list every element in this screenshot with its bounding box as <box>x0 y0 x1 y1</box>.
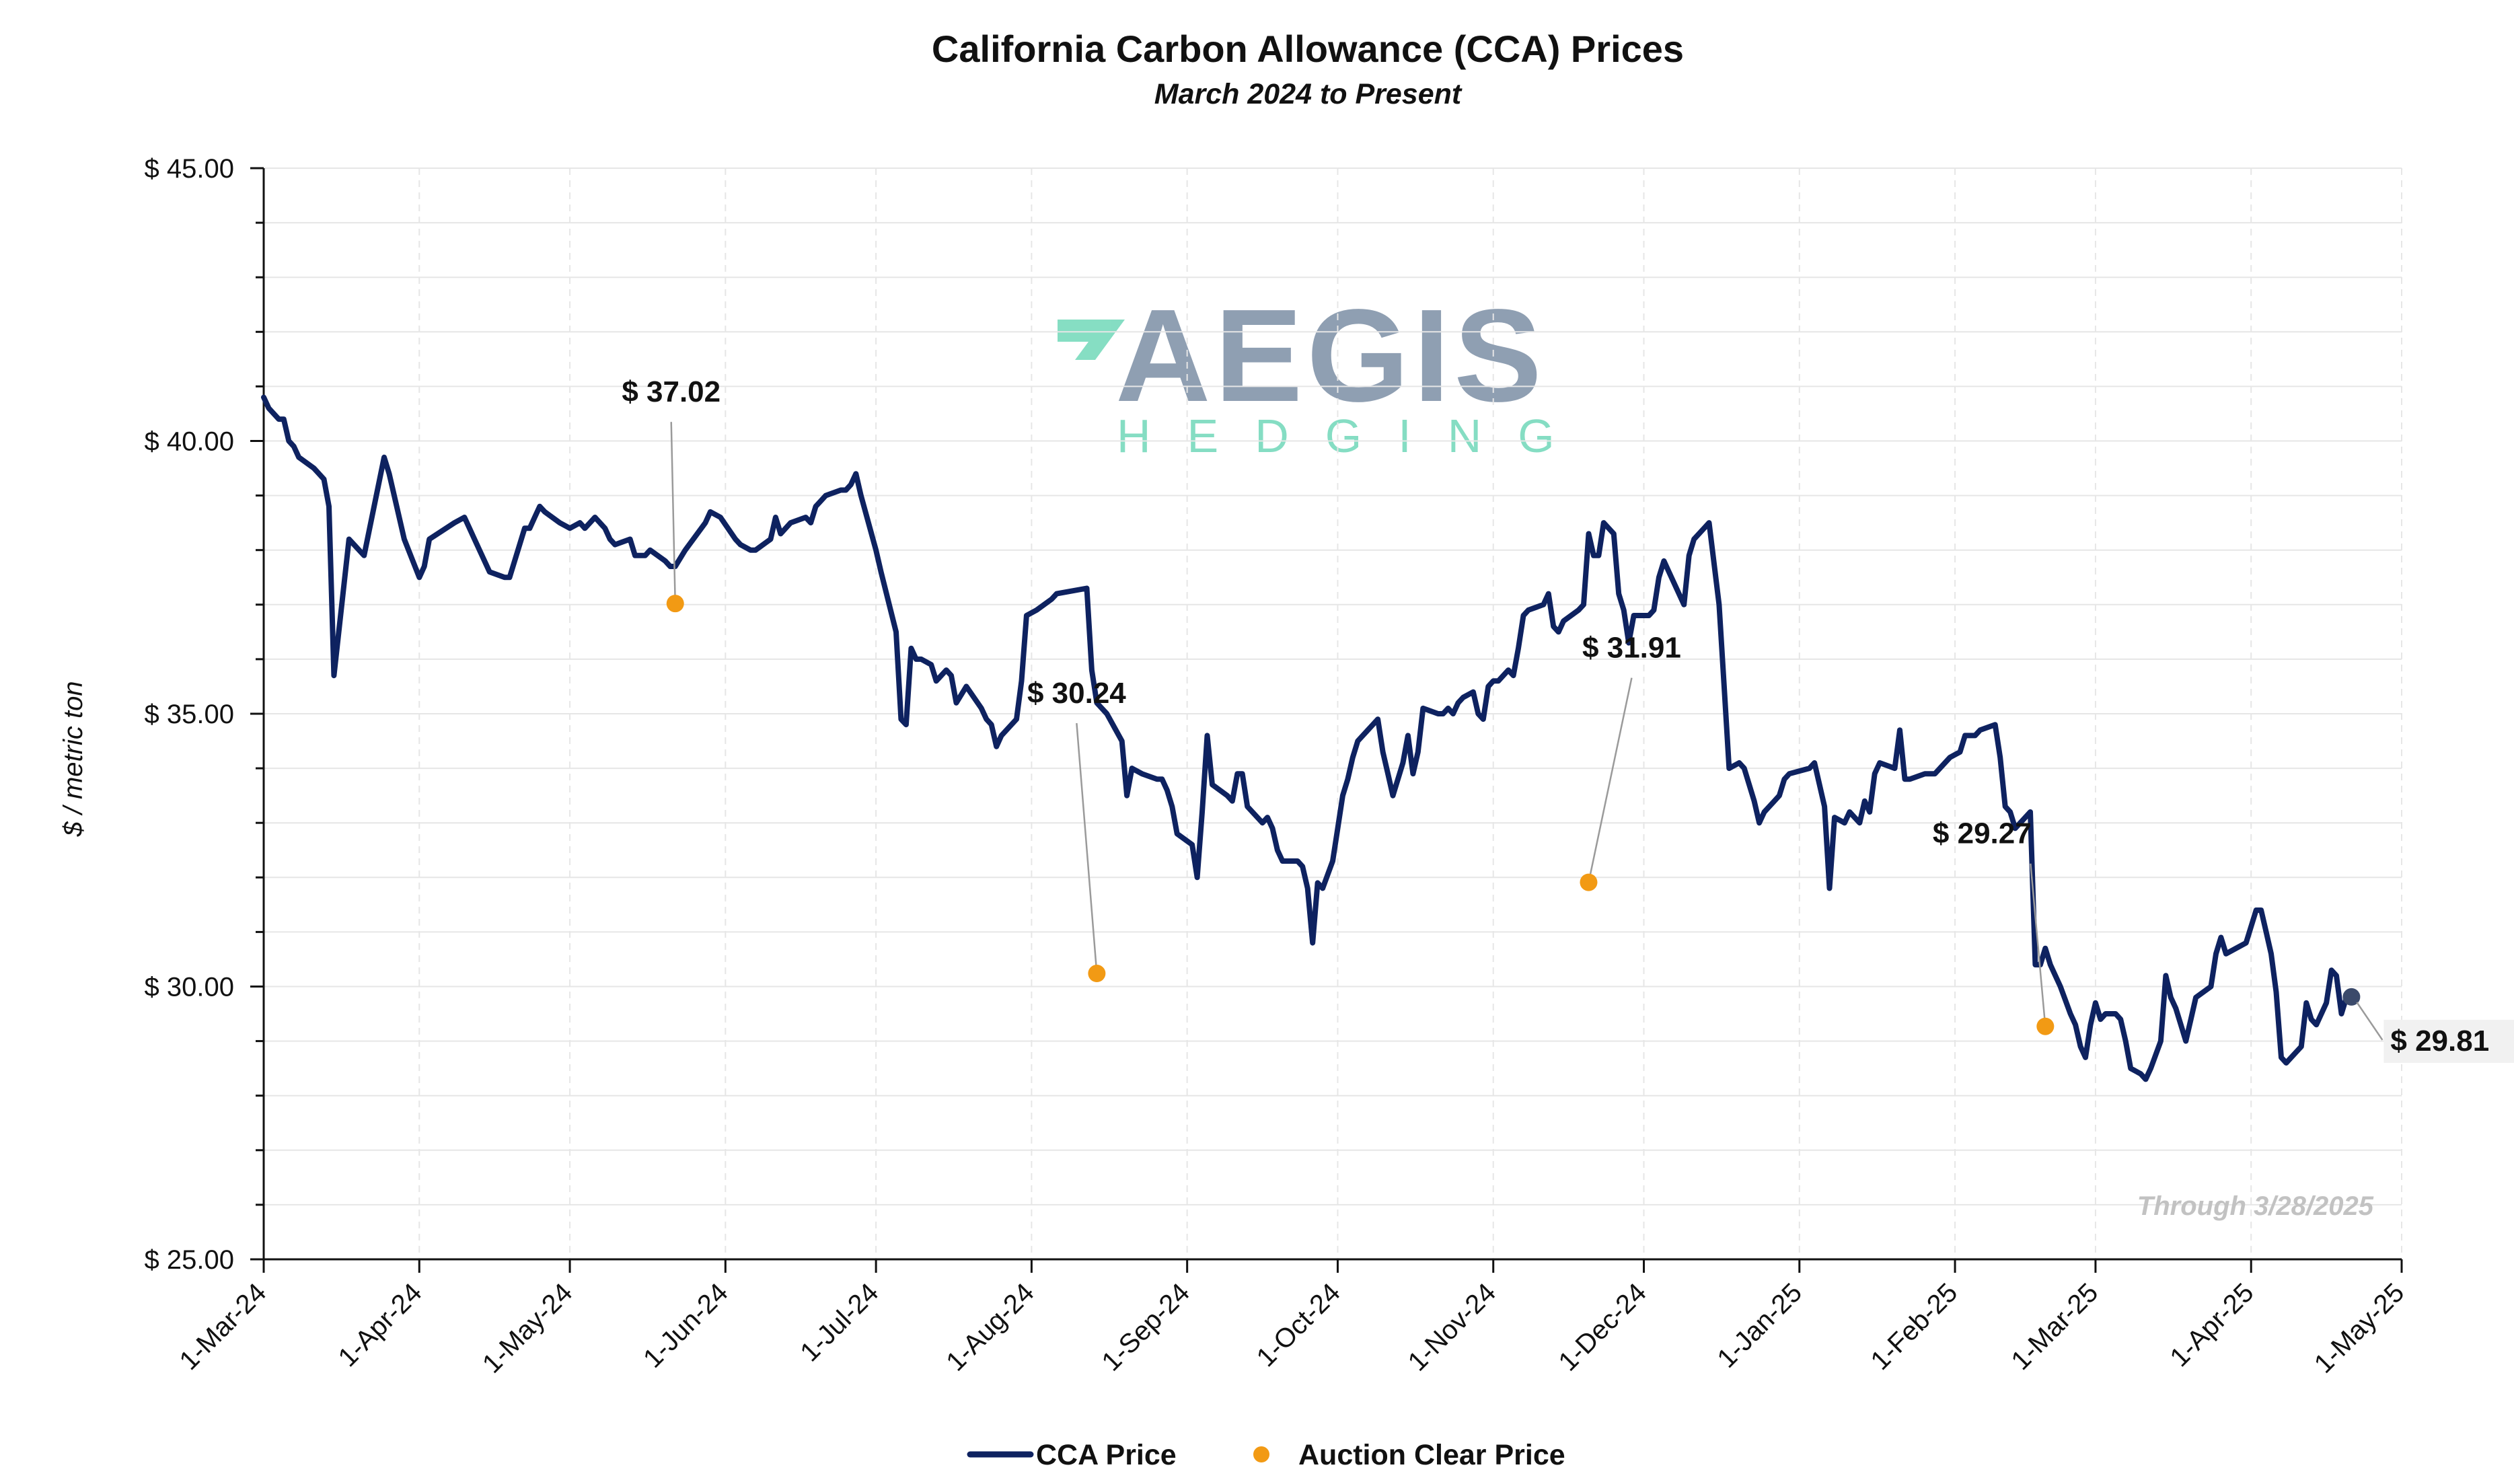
auction-price-label: $ 37.02 <box>622 375 720 408</box>
x-tick-label: 1-Dec-24 <box>1553 1277 1652 1376</box>
chart-title: California Carbon Allowance (CCA) Prices <box>932 28 1684 70</box>
y-tick-label: $ 45.00 <box>145 154 234 184</box>
x-tick-label: 1-Jan-25 <box>1711 1277 1808 1374</box>
x-tick-label: 1-Jun-24 <box>638 1277 734 1374</box>
annotation-leaders <box>670 422 2383 1041</box>
logo-subword: HEDGING <box>1117 410 1591 462</box>
auction-price-label: $ 30.24 <box>1027 677 1126 710</box>
through-date-note: Through 3/28/2025 <box>2137 1191 2374 1221</box>
last-price-point <box>2342 988 2361 1006</box>
legend: CCA Price Auction Clear Price <box>967 1439 1565 1471</box>
x-tick-label: 1-Mar-25 <box>2005 1277 2104 1376</box>
last-price-label: $ 29.81 <box>2390 1025 2489 1058</box>
annotation-labels: $ 37.02 $ 30.24 $ 31.91 $ 29.27 $ 29.81 <box>622 375 2514 1063</box>
x-tick-label: 1-Nov-24 <box>1403 1277 1502 1376</box>
auction-clear-point <box>2036 1017 2055 1035</box>
x-tick-label: 1-Sep-24 <box>1097 1277 1195 1376</box>
y-tick-label: $ 30.00 <box>145 973 234 1002</box>
x-tick-label: 1-May-25 <box>2309 1277 2410 1379</box>
x-tick-label: 1-May-24 <box>477 1277 579 1379</box>
auction-leader-line <box>2030 863 2046 1027</box>
x-axis-ticks: 1-Mar-24 1-Apr-24 1-May-24 1-Jun-24 1-Jul-24… <box>174 1259 2410 1379</box>
x-tick-label: 1-Mar-24 <box>174 1277 272 1376</box>
auction-leader-line <box>1076 722 1098 974</box>
y-axis-ticks: $ 25.00 $ 30.00 $ 35.00 $ 40.00 $ 45.00 <box>145 154 264 1275</box>
auction-leader-line <box>1588 677 1633 883</box>
y-axis-label: $ / metric ton <box>59 681 88 837</box>
y-tick-label: $ 25.00 <box>145 1245 234 1275</box>
series-layer <box>261 394 2361 1082</box>
auction-price-label: $ 29.27 <box>1933 817 2032 850</box>
x-tick-label: 1-Apr-25 <box>2164 1277 2259 1372</box>
cca-price-line <box>261 394 2355 1082</box>
y-tick-label: $ 40.00 <box>145 427 234 457</box>
auction-clear-point <box>1088 965 1106 983</box>
legend-cca-label: CCA Price <box>1036 1439 1177 1471</box>
auction-points <box>666 595 2055 1035</box>
legend-auction-label: Auction Clear Price <box>1298 1439 1565 1471</box>
auction-price-label: $ 31.91 <box>1582 632 1681 665</box>
logo-wordmark: AEGIS <box>1115 282 1546 429</box>
chart-subtitle: March 2024 to Present <box>1154 78 1463 110</box>
y-tick-label: $ 35.00 <box>145 700 234 729</box>
x-tick-label: 1-Oct-24 <box>1251 1277 1346 1372</box>
grid <box>264 168 2402 1259</box>
x-tick-label: 1-Jul-24 <box>794 1277 884 1367</box>
legend-auction-swatch <box>1253 1446 1269 1462</box>
auction-clear-point <box>666 595 684 613</box>
auction-clear-point <box>1580 873 1598 891</box>
last-price-label-box <box>2383 1019 2514 1063</box>
x-tick-label: 1-Feb-25 <box>1865 1277 1964 1376</box>
x-tick-label: 1-Apr-24 <box>332 1277 427 1372</box>
aegis-logo-mark-icon <box>1058 320 1125 360</box>
auction-leader-line <box>670 422 676 604</box>
last-price-leader-line <box>2356 1002 2383 1041</box>
x-tick-label: 1-Aug-24 <box>940 1277 1039 1376</box>
aegis-logo: AEGIS HEDGING <box>1058 282 1591 462</box>
